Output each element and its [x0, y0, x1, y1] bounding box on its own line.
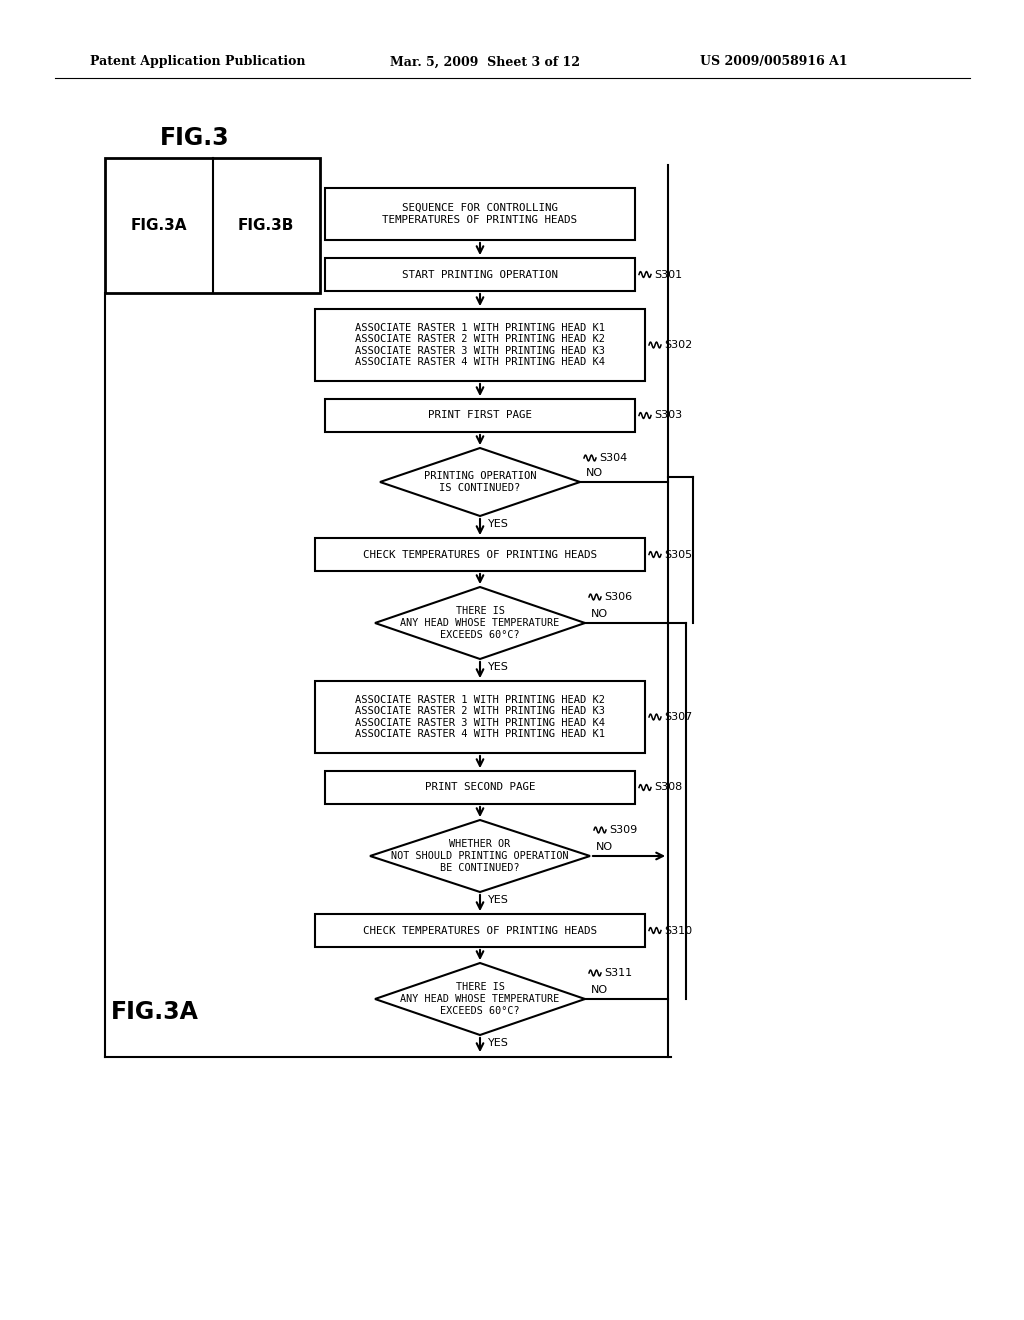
Bar [315, 309, 645, 381]
Text: PRINT SECOND PAGE: PRINT SECOND PAGE [425, 783, 536, 792]
Bar [105, 158, 319, 293]
Text: S306: S306 [604, 591, 632, 602]
Text: NO: NO [596, 842, 613, 851]
Text: YES: YES [488, 663, 509, 672]
Bar [325, 257, 635, 290]
Text: S310: S310 [664, 925, 692, 936]
Text: PRINTING OPERATION
IS CONTINUED?: PRINTING OPERATION IS CONTINUED? [424, 471, 537, 492]
Text: Mar. 5, 2009  Sheet 3 of 12: Mar. 5, 2009 Sheet 3 of 12 [390, 55, 580, 69]
Text: S309: S309 [609, 825, 637, 836]
Text: S305: S305 [664, 549, 692, 560]
Text: NO: NO [591, 985, 608, 995]
Text: S311: S311 [604, 968, 632, 978]
Text: WHETHER OR
NOT SHOULD PRINTING OPERATION
BE CONTINUED?: WHETHER OR NOT SHOULD PRINTING OPERATION… [391, 840, 568, 873]
Text: SEQUENCE FOR CONTROLLING
TEMPERATURES OF PRINTING HEADS: SEQUENCE FOR CONTROLLING TEMPERATURES OF… [383, 203, 578, 224]
Text: YES: YES [488, 895, 509, 906]
Text: YES: YES [488, 1038, 509, 1048]
Text: NO: NO [591, 609, 608, 619]
Bar [325, 187, 635, 240]
Text: START PRINTING OPERATION: START PRINTING OPERATION [402, 269, 558, 280]
Text: CHECK TEMPERATURES OF PRINTING HEADS: CHECK TEMPERATURES OF PRINTING HEADS [362, 925, 597, 936]
Text: NO: NO [586, 469, 603, 478]
Text: S308: S308 [654, 783, 682, 792]
Text: FIG.3: FIG.3 [160, 125, 229, 150]
Polygon shape [375, 587, 585, 659]
Text: S302: S302 [664, 341, 692, 350]
Bar [325, 399, 635, 432]
Text: Patent Application Publication: Patent Application Publication [90, 55, 305, 69]
Text: YES: YES [488, 519, 509, 529]
Text: ASSOCIATE RASTER 1 WITH PRINTING HEAD K1
ASSOCIATE RASTER 2 WITH PRINTING HEAD K: ASSOCIATE RASTER 1 WITH PRINTING HEAD K1… [355, 322, 605, 367]
Text: THERE IS
ANY HEAD WHOSE TEMPERATURE
EXCEEDS 60°C?: THERE IS ANY HEAD WHOSE TEMPERATURE EXCE… [400, 982, 560, 1015]
Text: S303: S303 [654, 411, 682, 421]
Bar [325, 771, 635, 804]
Text: FIG.3A: FIG.3A [111, 1001, 199, 1024]
Text: PRINT FIRST PAGE: PRINT FIRST PAGE [428, 411, 532, 421]
Text: S304: S304 [599, 453, 628, 463]
Text: THERE IS
ANY HEAD WHOSE TEMPERATURE
EXCEEDS 60°C?: THERE IS ANY HEAD WHOSE TEMPERATURE EXCE… [400, 606, 560, 640]
Text: US 2009/0058916 A1: US 2009/0058916 A1 [700, 55, 848, 69]
Text: FIG.3A: FIG.3A [130, 218, 187, 234]
Text: FIG.3B: FIG.3B [238, 218, 295, 234]
Text: ASSOCIATE RASTER 1 WITH PRINTING HEAD K2
ASSOCIATE RASTER 2 WITH PRINTING HEAD K: ASSOCIATE RASTER 1 WITH PRINTING HEAD K2… [355, 694, 605, 739]
Text: S301: S301 [654, 269, 682, 280]
Bar [315, 539, 645, 572]
Bar [315, 913, 645, 946]
Bar [315, 681, 645, 752]
Text: CHECK TEMPERATURES OF PRINTING HEADS: CHECK TEMPERATURES OF PRINTING HEADS [362, 549, 597, 560]
Polygon shape [375, 964, 585, 1035]
Polygon shape [370, 820, 590, 892]
Text: S307: S307 [664, 711, 692, 722]
Polygon shape [380, 447, 580, 516]
